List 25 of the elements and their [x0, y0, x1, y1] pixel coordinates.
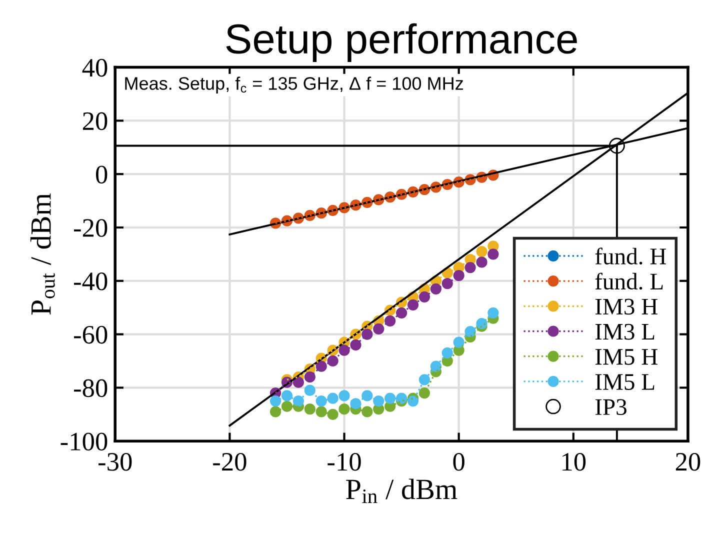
- y-tick-label: -80: [74, 379, 108, 398]
- x-tick-label: 20: [676, 452, 700, 471]
- legend-label: IM3 H: [595, 298, 658, 315]
- legend-label: IP3: [595, 399, 626, 416]
- x-tick-label: -30: [98, 452, 132, 471]
- x-tick-label: -20: [213, 452, 246, 471]
- x-tick-label: 0: [453, 452, 464, 471]
- legend-label: fund. L: [595, 272, 663, 290]
- legend-label: fund. H: [595, 248, 666, 265]
- legend-label: IM3 L: [595, 324, 654, 340]
- y-tick-label: -20: [74, 219, 108, 237]
- y-tick-label: -100: [60, 432, 108, 450]
- x-tick-label: 10: [562, 452, 586, 471]
- chart-title: Setup performance: [226, 23, 577, 62]
- y-tick-label: 0: [96, 166, 108, 184]
- y-tick-label: -40: [74, 272, 108, 290]
- y-tick-label: -60: [74, 326, 108, 344]
- y-tick-label: 40: [82, 58, 108, 77]
- y-tick-label: 20: [82, 112, 108, 130]
- y-axis-title: P$_{out}$ / dBm: [30, 193, 55, 315]
- legend-label: IM5 L: [595, 374, 654, 390]
- annotation: Meas. Setup, f$_{c}$ = 135 GHz, Δ f = 100 MHz: [125, 76, 463, 94]
- x-axis-title: P$_{in}$ / dBm: [346, 478, 458, 503]
- x-tick-label: -10: [328, 452, 361, 471]
- legend-label: IM5 H: [595, 349, 658, 365]
